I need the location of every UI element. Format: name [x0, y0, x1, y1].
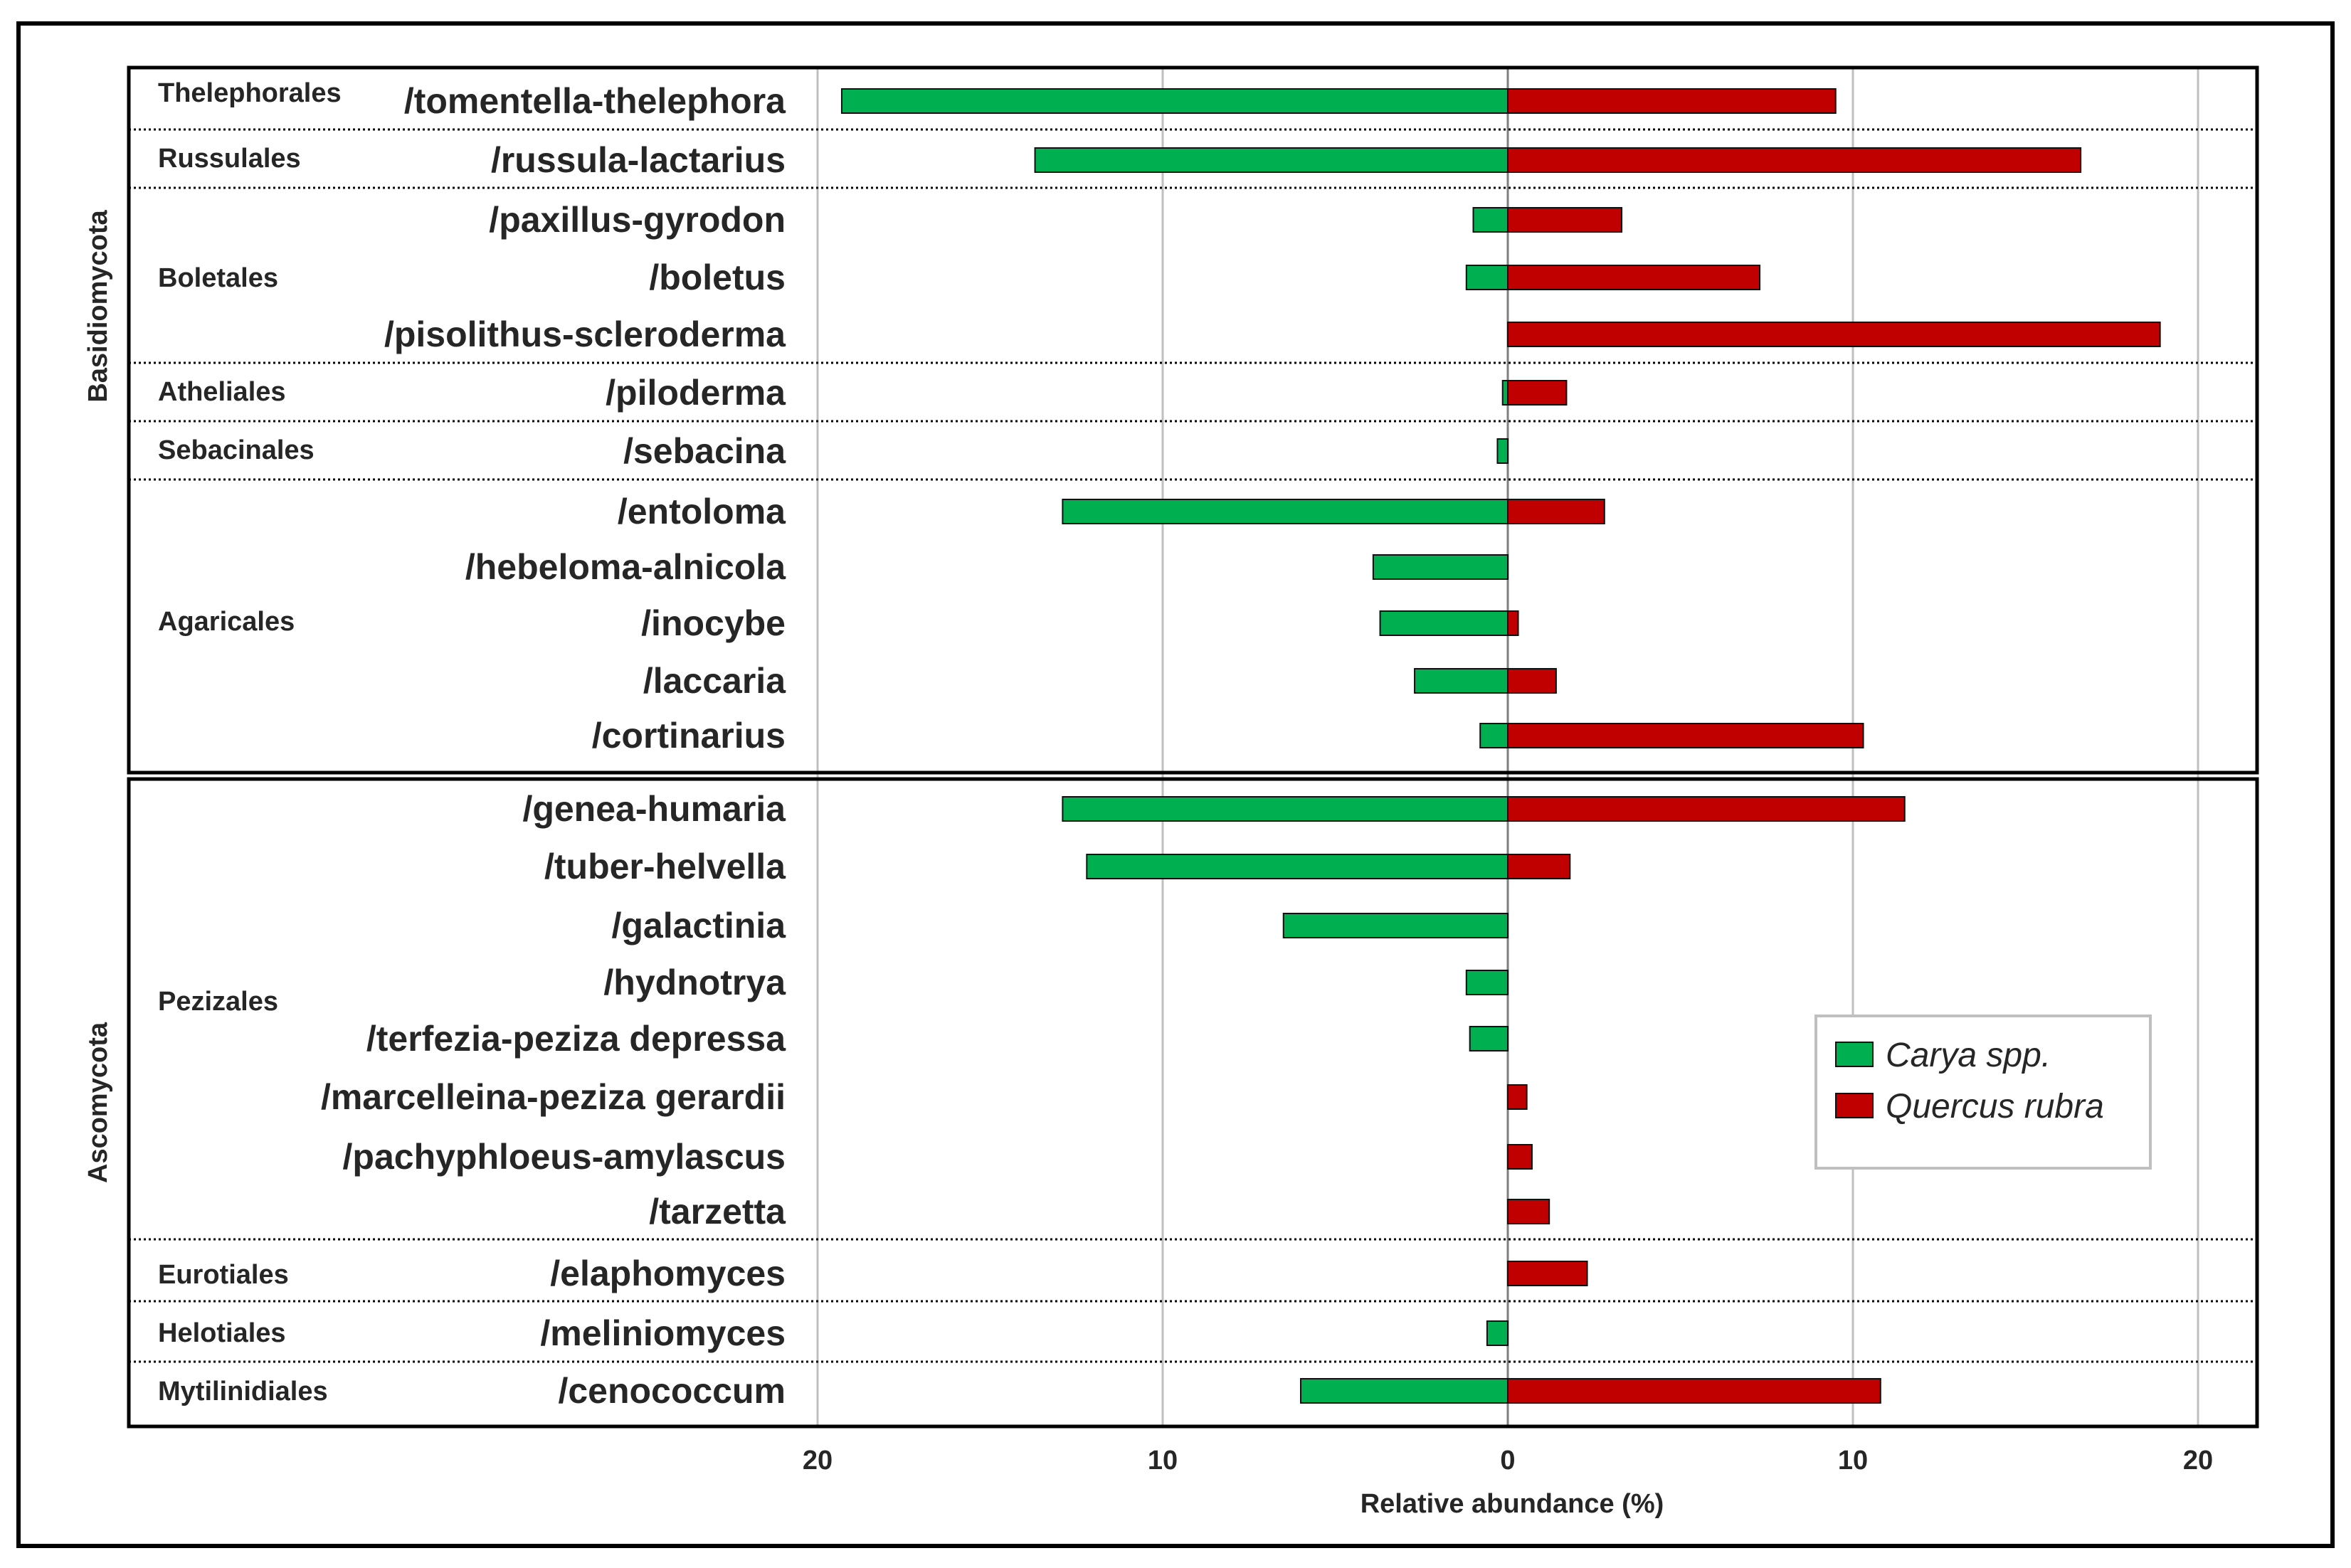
phylum-label: Ascomycota: [83, 1022, 113, 1183]
figure-frame: [16, 21, 2335, 1548]
bar-carya: [1379, 610, 1509, 636]
panels: [127, 65, 2259, 1429]
lineage-label: /marcelleina-peziza gerardii: [321, 1077, 786, 1117]
lineage-label: /pisolithus-scleroderma: [384, 314, 786, 354]
order-label: Boletales: [158, 263, 278, 293]
lineage-label: /pachyphloeus-amylascus: [343, 1137, 786, 1177]
x-axis: 20 10 0 10 20 Relative abundance (%): [803, 1446, 2213, 1519]
order-label: Helotiales: [158, 1318, 286, 1348]
lineage-label: /russula-lactarius: [491, 140, 786, 180]
bar-quercus: [1507, 1144, 1533, 1170]
bar-carya: [1062, 499, 1509, 524]
bar-carya: [1496, 438, 1509, 464]
bar-carya: [1372, 554, 1509, 580]
bars: [840, 88, 2161, 1404]
bar-quercus: [1507, 1261, 1588, 1286]
lineage-label: /genea-humaria: [522, 789, 786, 829]
legend-swatch: [1835, 1042, 1874, 1067]
lineage-label: /sebacina: [623, 431, 786, 471]
phylum-panel-border: [127, 65, 2259, 775]
x-tick-label: 20: [803, 1446, 833, 1476]
bar-carya: [1486, 1320, 1509, 1346]
lineage-label: /galactinia: [611, 906, 786, 945]
bar-carya: [1414, 668, 1509, 694]
x-tick-label: 0: [1500, 1446, 1515, 1476]
bar-carya: [1479, 723, 1509, 748]
order-label: Russulales: [158, 144, 301, 174]
lineage-label: /tarzetta: [649, 1192, 786, 1231]
x-tick-label: 20: [2183, 1446, 2213, 1476]
x-axis-label: Relative abundance (%): [1361, 1489, 1664, 1519]
legend[interactable]: Carya spp. Quercus rubra: [1814, 1015, 2152, 1170]
bar-carya: [1472, 207, 1509, 233]
legend-swatch: [1835, 1093, 1874, 1118]
bar-quercus: [1507, 796, 1906, 822]
lineage-label: /terfezia-peziza depressa: [366, 1019, 786, 1059]
legend-label: Carya spp.: [1886, 1037, 2051, 1074]
bar-quercus: [1507, 1084, 1528, 1110]
lineage-label: /meliniomyces: [540, 1313, 786, 1353]
order-label: Sebacinales: [158, 435, 315, 465]
lineage-label: /paxillus-gyrodon: [489, 200, 786, 240]
bar-carya: [1282, 913, 1509, 938]
lineage-label: /tuber-helvella: [544, 847, 786, 886]
x-tick-label: 10: [1838, 1446, 1868, 1476]
lineage-label: /entoloma: [618, 492, 786, 531]
lineage-label: /inocybe: [641, 603, 786, 643]
order-label: Thelephorales: [158, 78, 342, 108]
lineage-label: /laccaria: [643, 661, 786, 701]
legend-box: [1814, 1015, 2152, 1170]
phylum-panel-border: [127, 777, 2259, 1429]
bar-quercus: [1507, 265, 1761, 290]
bar-carya: [1469, 1026, 1509, 1051]
bar-carya: [1086, 854, 1509, 879]
bar-carya: [840, 88, 1509, 114]
phylum-label: Basidiomycota: [83, 209, 113, 402]
bar-carya: [1062, 796, 1509, 822]
x-tick-label: 10: [1148, 1446, 1178, 1476]
bar-quercus: [1507, 854, 1571, 879]
row-labels: Basidiomycota Thelephorales/tomentella-th…: [83, 78, 786, 1411]
bar-carya: [1300, 1378, 1509, 1404]
bar-carya: [1465, 265, 1509, 290]
order-label: Atheliales: [158, 377, 286, 407]
lineage-label: /hebeloma-alnicola: [465, 547, 786, 587]
lineage-label: /boletus: [649, 258, 786, 297]
order-label: Agaricales: [158, 607, 295, 637]
legend-label: Quercus rubra: [1886, 1088, 2104, 1125]
bar-quercus: [1507, 380, 1568, 406]
bar-quercus: [1507, 668, 1557, 694]
bar-quercus: [1507, 1378, 1881, 1404]
bar-quercus: [1507, 322, 2161, 347]
bar-carya: [1034, 147, 1509, 173]
bar-quercus: [1507, 610, 1519, 636]
bar-carya: [1465, 970, 1509, 995]
lineage-label: /cenococcum: [558, 1371, 786, 1411]
bar-carya: [1501, 380, 1509, 406]
bar-quercus: [1507, 207, 1623, 233]
lineage-label: /piloderma: [606, 373, 786, 413]
lineage-label: /hydnotrya: [603, 963, 786, 1002]
lineage-label: /cortinarius: [592, 716, 786, 756]
lineage-label: /tomentella-thelephora: [404, 81, 786, 121]
bar-quercus: [1507, 147, 2082, 173]
order-label: Eurotiales: [158, 1260, 289, 1290]
order-label: Pezizales: [158, 987, 278, 1017]
bar-quercus: [1507, 1199, 1550, 1224]
lineage-label: /elaphomyces: [550, 1254, 786, 1293]
bar-quercus: [1507, 88, 1837, 114]
order-label: Mytilinidiales: [158, 1377, 328, 1407]
bar-quercus: [1507, 499, 1605, 524]
bar-quercus: [1507, 723, 1864, 748]
